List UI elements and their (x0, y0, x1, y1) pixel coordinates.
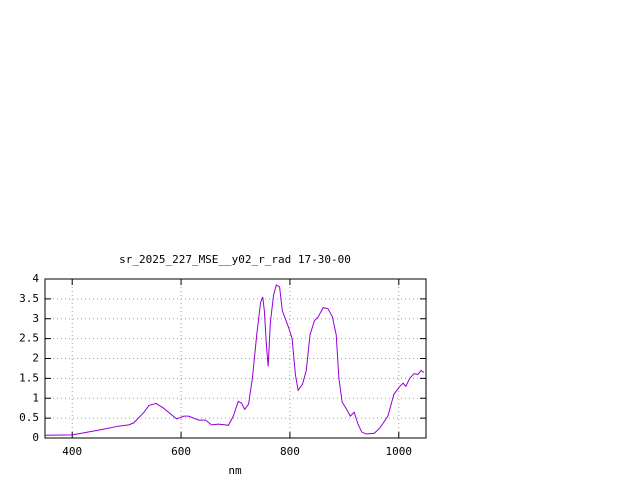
chart-title: sr_2025_227_MSE__y02_r_rad 17-30-00 (119, 253, 351, 266)
x-tick-label: 800 (280, 445, 300, 458)
y-tick-label: 2.5 (19, 332, 39, 345)
x-tick-label: 400 (62, 445, 82, 458)
plot-border (44, 278, 427, 439)
x-axis-label: nm (228, 464, 242, 477)
y-tick-label: 4 (32, 272, 39, 285)
x-tick-label: 600 (171, 445, 191, 458)
y-tick-label: 0 (32, 431, 39, 444)
y-tick-label: 3.5 (19, 292, 39, 305)
x-tick-label: 1000 (386, 445, 413, 458)
y-tick-label: 3 (32, 312, 39, 325)
data-line (44, 284, 425, 436)
y-tick-label: 0.5 (19, 411, 39, 424)
y-tick-label: 2 (32, 352, 39, 365)
y-tick-label: 1 (32, 391, 39, 404)
y-tick-label: 1.5 (19, 371, 39, 384)
